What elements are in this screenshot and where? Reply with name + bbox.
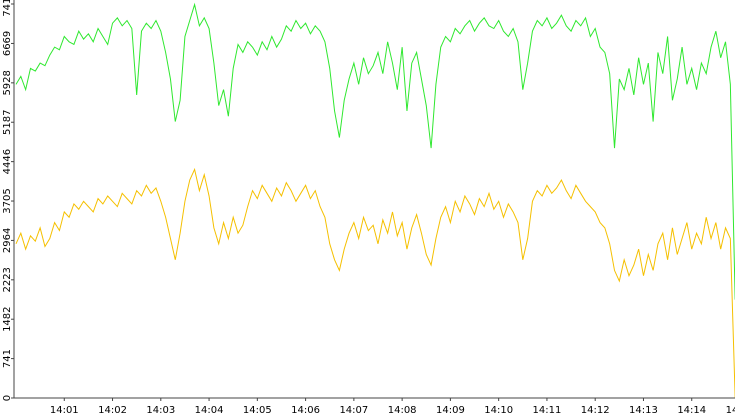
x-tick-label: 14:03 bbox=[146, 405, 175, 415]
y-tick-label: 1482 bbox=[2, 306, 13, 331]
y-tick-label: 5928 bbox=[2, 70, 13, 95]
series-line bbox=[15, 167, 735, 399]
x-tick-label: 14:12 bbox=[581, 405, 610, 415]
y-tick-label: 2964 bbox=[2, 228, 13, 253]
x-tick-label: 14:14 bbox=[677, 405, 706, 415]
x-tick-label: 14:05 bbox=[243, 405, 272, 415]
x-tick-label: 14:02 bbox=[98, 405, 127, 415]
y-tick-label: 3705 bbox=[2, 188, 13, 213]
y-tick-label: 0 bbox=[2, 395, 13, 401]
y-tick-label: 741 bbox=[2, 349, 13, 368]
x-tick-label: 14:01 bbox=[50, 405, 79, 415]
y-tick-label: 5187 bbox=[2, 110, 13, 135]
x-tick-label: 14:11 bbox=[533, 405, 562, 415]
x-tick-label: 14:09 bbox=[436, 405, 465, 415]
x-tick-label: 14:13 bbox=[629, 405, 658, 415]
x-tick-label: 14:07 bbox=[339, 405, 368, 415]
y-tick-label: 4446 bbox=[2, 149, 13, 174]
x-tick-label: 14:06 bbox=[291, 405, 320, 415]
series-line bbox=[15, 2, 735, 300]
y-tick-label: 7411 bbox=[2, 0, 13, 17]
x-tick-label: 14:08 bbox=[388, 405, 417, 415]
x-tick-label: 14:15 bbox=[726, 405, 735, 415]
x-tick-label: 14:10 bbox=[484, 405, 513, 415]
y-tick-label: 2223 bbox=[2, 267, 13, 292]
x-tick-label: 14:04 bbox=[195, 405, 224, 415]
y-tick-label: 6669 bbox=[2, 31, 13, 56]
